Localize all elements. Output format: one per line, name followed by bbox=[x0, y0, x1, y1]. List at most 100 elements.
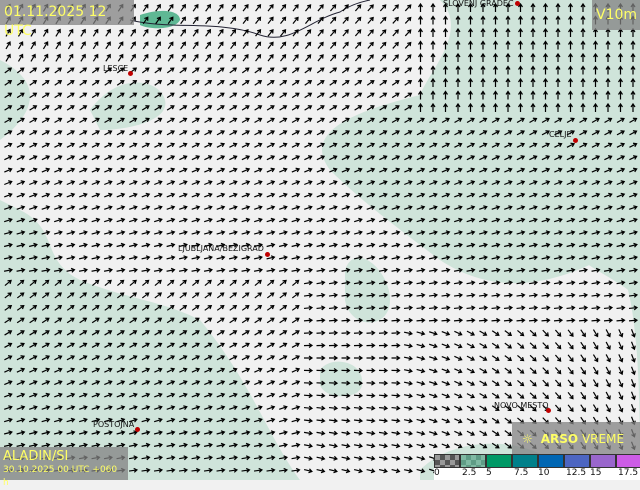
wind-arrow bbox=[142, 16, 149, 25]
wind-arrow bbox=[129, 205, 138, 210]
wind-arrow bbox=[342, 29, 349, 37]
wind-arrow bbox=[141, 67, 150, 74]
wind-arrow bbox=[543, 15, 548, 25]
wind-arrow bbox=[54, 342, 63, 348]
wind-arrow bbox=[205, 16, 212, 25]
wind-arrow bbox=[41, 292, 50, 299]
wind-arrow bbox=[430, 15, 436, 25]
legend-label: 17.5 bbox=[618, 468, 639, 478]
wind-arrow bbox=[217, 3, 224, 12]
wind-arrow bbox=[41, 405, 51, 410]
wind-arrow bbox=[580, 366, 586, 375]
wind-arrow bbox=[16, 80, 25, 86]
wind-arrow bbox=[278, 455, 288, 461]
wind-arrow bbox=[441, 393, 451, 399]
wind-arrow bbox=[429, 192, 438, 198]
wind-arrow bbox=[16, 205, 26, 210]
wind-arrow bbox=[104, 180, 113, 186]
wind-arrow bbox=[341, 180, 351, 186]
wind-arrow bbox=[553, 255, 563, 261]
wind-arrow bbox=[141, 117, 150, 124]
wind-arrow bbox=[229, 380, 238, 386]
wind-arrow bbox=[179, 405, 188, 410]
wind-arrow bbox=[468, 40, 473, 50]
wind-arrow bbox=[454, 167, 463, 173]
wind-arrow bbox=[404, 130, 413, 136]
wind-arrow bbox=[130, 28, 136, 37]
wind-arrow bbox=[605, 40, 611, 50]
wind-arrow bbox=[303, 230, 313, 236]
wind-arrow bbox=[216, 142, 226, 148]
wind-arrow bbox=[578, 305, 589, 311]
wind-arrow bbox=[241, 255, 251, 261]
wind-arrow bbox=[529, 117, 538, 124]
wind-arrow bbox=[179, 192, 188, 198]
wind-arrow bbox=[391, 105, 400, 111]
wind-arrow bbox=[478, 255, 488, 261]
wind-arrow bbox=[129, 180, 138, 186]
wind-arrow bbox=[429, 205, 438, 210]
wind-arrow bbox=[329, 217, 338, 223]
wind-arrow bbox=[416, 155, 426, 161]
wind-arrow bbox=[466, 305, 476, 311]
wind-arrow bbox=[491, 330, 500, 336]
wind-arrow bbox=[630, 102, 636, 112]
wind-arrow bbox=[41, 355, 51, 361]
wind-arrow bbox=[542, 329, 550, 337]
wind-arrow bbox=[491, 417, 500, 424]
wind-arrow bbox=[55, 41, 61, 50]
wind-arrow bbox=[216, 205, 226, 210]
wind-arrow bbox=[104, 392, 113, 398]
wind-arrow bbox=[479, 167, 488, 173]
wind-arrow bbox=[66, 405, 76, 410]
wind-arrow bbox=[504, 405, 513, 412]
wind-arrow bbox=[403, 405, 413, 411]
wind-arrow bbox=[529, 392, 537, 399]
wind-arrow bbox=[428, 230, 438, 236]
wind-arrow bbox=[179, 392, 188, 398]
wind-arrow bbox=[316, 255, 326, 261]
wind-arrow bbox=[291, 342, 300, 348]
wind-arrow bbox=[329, 192, 338, 198]
wind-arrow bbox=[16, 117, 25, 124]
wind-arrow bbox=[278, 430, 288, 436]
legend-swatch bbox=[512, 454, 538, 468]
wind-arrow bbox=[4, 155, 13, 161]
wind-arrow bbox=[517, 404, 525, 412]
wind-arrow bbox=[241, 217, 251, 223]
wind-arrow bbox=[53, 430, 63, 436]
wind-arrow bbox=[341, 205, 351, 210]
wind-arrow bbox=[316, 242, 326, 248]
wind-arrow bbox=[567, 329, 574, 338]
city-label-celje: CELJE bbox=[549, 130, 572, 139]
wind-arrow bbox=[104, 305, 113, 311]
wind-arrow bbox=[304, 192, 313, 198]
wind-arrow bbox=[454, 368, 463, 374]
wind-arrow bbox=[341, 280, 351, 286]
wind-arrow bbox=[493, 2, 498, 12]
wind-arrow bbox=[616, 205, 626, 210]
wind-arrow bbox=[229, 180, 238, 186]
wind-arrow bbox=[166, 355, 176, 361]
wind-arrow bbox=[567, 379, 574, 388]
wind-arrow bbox=[304, 142, 313, 148]
wind-arrow bbox=[253, 267, 263, 273]
wind-arrow bbox=[166, 142, 176, 148]
wind-arrow bbox=[316, 468, 326, 474]
wind-arrow bbox=[154, 155, 163, 161]
wind-arrow bbox=[230, 16, 237, 25]
wind-arrow bbox=[67, 279, 75, 287]
wind-arrow bbox=[179, 330, 188, 336]
wind-arrow bbox=[455, 15, 461, 25]
wind-arrow bbox=[92, 41, 99, 50]
wind-arrow bbox=[329, 167, 338, 173]
wind-arrow bbox=[416, 355, 426, 361]
wind-arrow bbox=[618, 404, 624, 413]
wind-arrow bbox=[266, 380, 276, 386]
wind-arrow bbox=[453, 292, 464, 298]
wind-arrow bbox=[316, 67, 325, 74]
wind-arrow bbox=[518, 40, 523, 50]
wind-arrow bbox=[491, 142, 501, 148]
wind-arrow bbox=[503, 280, 514, 286]
wind-arrow bbox=[416, 292, 426, 298]
